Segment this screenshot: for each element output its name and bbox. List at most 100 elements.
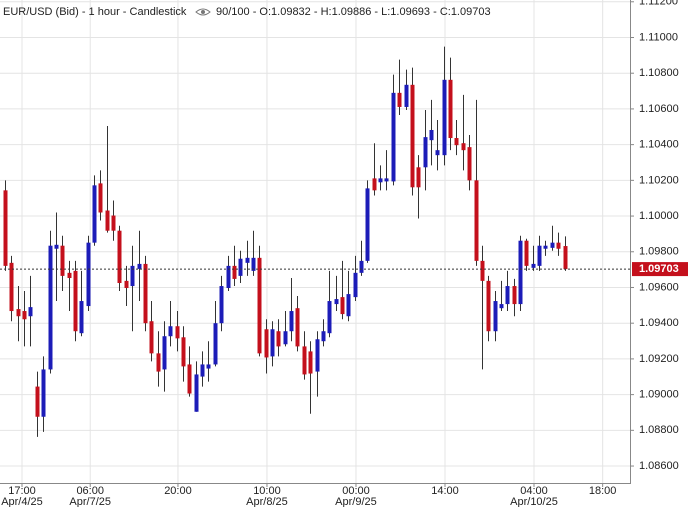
candle-body [54, 244, 59, 249]
candle-body [130, 265, 135, 287]
y-tick-label: 1.10400 [639, 139, 679, 151]
candle-body [531, 263, 536, 268]
candle-body [467, 147, 472, 181]
candle-body [60, 245, 65, 276]
candle-body [245, 257, 250, 263]
y-tick-label: 1.09800 [639, 246, 679, 258]
candle-body [92, 185, 97, 243]
x-date-label: Apr/10/25 [510, 496, 558, 507]
candle-body [187, 364, 192, 394]
candle-body [264, 329, 269, 358]
candle-body [537, 245, 542, 266]
candle-body [238, 258, 243, 276]
candle-body [404, 84, 409, 107]
candle-body [194, 374, 199, 412]
candle-body [67, 272, 72, 279]
candle-body [334, 299, 339, 305]
candle-body [556, 242, 561, 249]
candle-body [295, 308, 300, 347]
candle-body [493, 301, 498, 332]
candle-body [257, 257, 262, 354]
candle-body [143, 263, 148, 324]
x-date-label: Apr/4/25 [1, 496, 43, 507]
candle-body [226, 265, 231, 289]
candle-body [327, 301, 332, 334]
candle-body [524, 240, 529, 266]
candle-body [429, 129, 434, 141]
y-tick-label: 1.08800 [639, 424, 679, 436]
candle-body [41, 369, 46, 417]
candle-body [137, 263, 142, 269]
candle-body [499, 304, 504, 309]
candles [0, 46, 630, 437]
candle-body [518, 240, 523, 305]
candle-body [251, 257, 256, 271]
y-tick-label: 1.10600 [639, 103, 679, 115]
candle-body [156, 353, 161, 372]
candle-body [283, 331, 288, 345]
candle-body [378, 178, 383, 183]
candle-body [543, 245, 548, 249]
candle-body [359, 260, 364, 273]
y-tick-label: 1.10200 [639, 174, 679, 186]
candle-body [365, 188, 370, 261]
candle-body [302, 346, 307, 375]
candle-body [435, 150, 440, 156]
candle-body [505, 286, 510, 305]
x-tick-label: 20:00 [164, 485, 192, 497]
candle-body [98, 183, 103, 213]
grid [0, 0, 630, 483]
candle-body [86, 242, 91, 307]
candle-body [315, 339, 320, 372]
candle-body [480, 260, 485, 281]
x-tick-label: 10:00 [253, 485, 281, 497]
candle-body [200, 364, 205, 377]
candle-body [448, 79, 453, 139]
chart-title: EUR/USD (Bid) - 1 hour - Candlestick [3, 6, 187, 18]
candle-body [372, 178, 377, 191]
x-tick-label: 04:00 [520, 485, 548, 497]
candle-body [105, 210, 110, 231]
candle-body [79, 301, 84, 334]
candle-body [353, 272, 358, 298]
x-tick-label: 17:00 [8, 485, 36, 497]
candle-body [206, 364, 211, 369]
x-tick-label: 18:00 [589, 485, 617, 497]
candle-body [181, 337, 186, 367]
candle-body [321, 331, 326, 342]
candle-body [232, 265, 237, 279]
last-price-box [632, 262, 688, 277]
candle-body [454, 138, 459, 146]
y-tick-label: 1.09400 [639, 317, 679, 329]
candle-body [149, 321, 154, 354]
chart-subtitle: 90/100 - O:1.09832 - H:1.09886 - L:1.096… [216, 6, 491, 18]
candle-body [22, 311, 27, 320]
candle-body [213, 323, 218, 365]
y-tick-label: 1.10800 [639, 67, 679, 79]
candle-body [442, 79, 447, 156]
candle-body [175, 326, 180, 339]
x-date-label: Apr/7/25 [69, 496, 111, 507]
candle-body [28, 307, 33, 317]
y-tick-label: 1.09200 [639, 353, 679, 365]
candle-body [73, 270, 78, 332]
candle-body [276, 331, 281, 347]
x-tick-label: 06:00 [76, 485, 104, 497]
y-tick-label: 1.10000 [639, 210, 679, 222]
candle-body [3, 190, 8, 266]
candle-body [111, 215, 116, 231]
candle-body [346, 294, 351, 317]
candle-body [512, 286, 517, 305]
y-tick-label: 1.11000 [639, 31, 678, 43]
x-tick-label: 00:00 [342, 485, 370, 497]
y-tick-label: 1.11200 [639, 0, 678, 8]
candle-body [410, 84, 415, 188]
candle-body [486, 280, 491, 332]
y-tick-label: 1.08600 [639, 460, 679, 472]
last-price-label: 1.09703 [639, 263, 679, 275]
candle-body [124, 280, 129, 289]
candle-body [423, 137, 428, 168]
